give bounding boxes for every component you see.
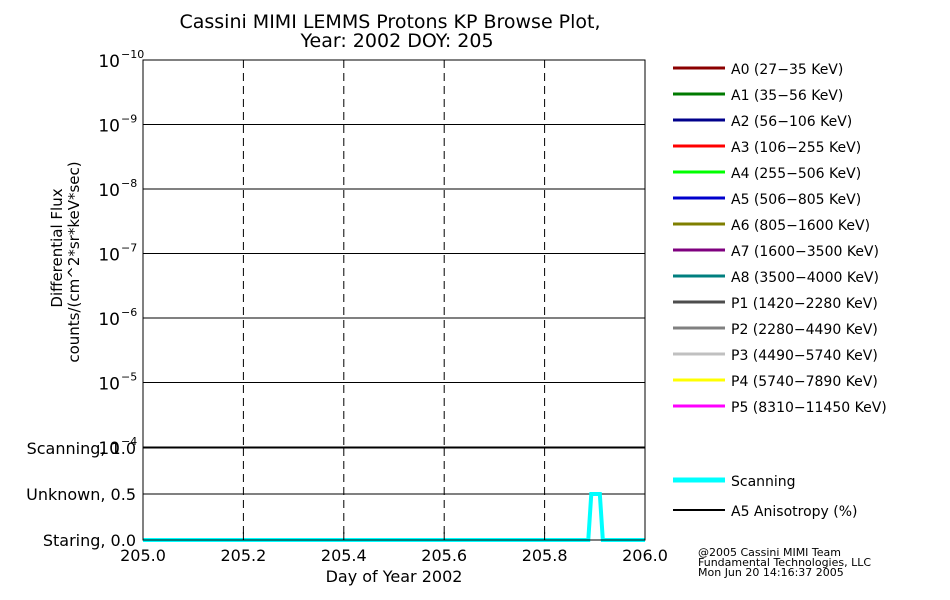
legend-label: A6 (805−1600 KeV) [731,218,870,234]
legend-entry-9: P1 (1420−2280 KeV) [673,296,878,312]
status-series [143,492,645,542]
flux-y-tick-label: 10 [98,246,120,266]
flux-legend: A0 (27−35 KeV) A1 (35−56 KeV) A2 (56−106 K… [673,62,887,416]
legend-label: P1 (1420−2280 KeV) [731,296,878,312]
flux-y-tick-exponent: −10 [121,48,144,61]
legend-entry-7: A7 (1600−3500 KeV) [673,244,879,260]
y-axis-label-line2: counts/(cm^2*sr*keV*sec) [65,161,83,362]
flux-y-tick-exponent: −9 [121,113,137,126]
flux-y-tick-0: 10 −10 [98,48,149,72]
status-legend-label: A5 Anisotropy (%) [731,504,858,520]
x-tick-label: 205.8 [522,546,568,565]
chart-title: Cassini MIMI LEMMS Protons KP Browse Plo… [179,11,600,33]
legend-label: A8 (3500−4000 KeV) [731,270,879,286]
status-y-ticks: Scanning, 1.0 Unknown, 0.5 Staring, 0.0 [26,439,136,550]
flux-y-tick-label: 10 [98,310,120,330]
legend-entry-3: A3 (106−255 KeV) [673,140,861,156]
flux-y-tick-exponent: −8 [121,177,137,190]
y-axis-label-line1: Differential Flux [48,188,66,307]
status-legend-entry-0: Scanning [673,474,796,490]
legend-entry-0: A0 (27−35 KeV) [673,62,843,78]
status-y-tick-1: Unknown, 0.5 [26,485,136,504]
legend-entry-10: P2 (2280−4490 KeV) [673,322,878,338]
legend-label: A0 (27−35 KeV) [731,62,843,78]
legend-entry-5: A5 (506−805 KeV) [673,192,861,208]
status-legend-entry-1: A5 Anisotropy (%) [673,504,858,520]
flux-y-tick-label: 10 [98,439,120,459]
x-tick-0: 205.0 [120,532,166,565]
x-tick-4: 205.8 [522,532,568,565]
legend-entry-6: A6 (805−1600 KeV) [673,218,870,234]
legend-label: P2 (2280−4490 KeV) [731,322,878,338]
legend-entry-2: A2 (56−106 KeV) [673,114,852,130]
legend-label: A1 (35−56 KeV) [731,88,843,104]
flux-y-tick-exponent: −6 [121,306,137,319]
legend-label: A2 (56−106 KeV) [731,114,852,130]
flux-y-tick-label: 10 [98,181,120,201]
legend-label: A4 (255−506 KeV) [731,166,861,182]
x-tick-label: 205.4 [321,546,367,565]
flux-y-tick-label: 10 [98,117,120,137]
x-tick-label: 206.0 [622,546,668,565]
flux-y-tick-3: 10 −7 [98,242,149,266]
legend-entry-13: P5 (8310−11450 KeV) [673,400,887,416]
legend-label: A5 (506−805 KeV) [731,192,861,208]
legend-label: A3 (106−255 KeV) [731,140,861,156]
footer-copyright: @2005 Cassini MIMI Team [698,546,841,559]
legend-label: A7 (1600−3500 KeV) [731,244,879,260]
x-tick-3: 205.6 [421,532,467,565]
flux-y-tick-1: 10 −9 [98,113,149,137]
legend-entry-12: P4 (5740−7890 KeV) [673,374,878,390]
footer-company: Fundamental Technologies, LLC [698,556,871,569]
status-gridlines [143,448,645,540]
x-tick-1: 205.2 [220,532,266,565]
x-axis-ticks: 205.0 205.2 205.4 205.6 205.8 206.0 [120,532,668,565]
flux-y-tick-exponent: −4 [121,435,137,448]
status-panel-frame [142,447,646,541]
x-tick-label: 205.6 [421,546,467,565]
flux-y-tick-exponent: −5 [121,371,137,384]
flux-y-tick-label: 10 [98,375,120,395]
legend-entry-11: P3 (4490−5740 KeV) [673,348,878,364]
legend-label: P3 (4490−5740 KeV) [731,348,878,364]
status-y-tick-0: Scanning, 1.0 [27,439,136,458]
legend-label: P5 (8310−11450 KeV) [731,400,887,416]
flux-y-tick-2: 10 −8 [98,177,149,201]
scanning-series-line [143,492,645,542]
flux-y-tick-4: 10 −6 [98,306,149,330]
status-legend-label: Scanning [731,474,796,490]
flux-y-tick-exponent: −7 [121,242,137,255]
legend-entry-1: A1 (35−56 KeV) [673,88,843,104]
legend-entry-4: A4 (255−506 KeV) [673,166,861,182]
x-tick-label: 205.0 [120,546,166,565]
status-y-tick-2: Staring, 0.0 [43,531,136,550]
flux-y-tick-5: 10 −5 [98,371,149,395]
legend-label: P4 (5740−7890 KeV) [731,374,878,390]
footer-timestamp: Mon Jun 20 14:16:37 2005 [698,566,844,579]
status-legend: Scanning A5 Anisotropy (%) [673,474,858,520]
flux-y-tick-label: 10 [98,52,120,72]
legend-entry-8: A8 (3500−4000 KeV) [673,270,879,286]
flux-gridlines [143,60,645,447]
x-tick-5: 206.0 [622,532,668,565]
status-panel: Scanning, 1.0 Unknown, 0.5 Staring, 0.0 [26,439,646,550]
flux-y-tick-6: 10 −4 [98,435,149,459]
chart-subtitle: Year: 2002 DOY: 205 [299,30,493,52]
x-tick-label: 205.2 [220,546,266,565]
x-axis-label: Day of Year 2002 [326,567,463,586]
flux-panel-frame [142,59,646,448]
x-tick-2: 205.4 [321,532,367,565]
